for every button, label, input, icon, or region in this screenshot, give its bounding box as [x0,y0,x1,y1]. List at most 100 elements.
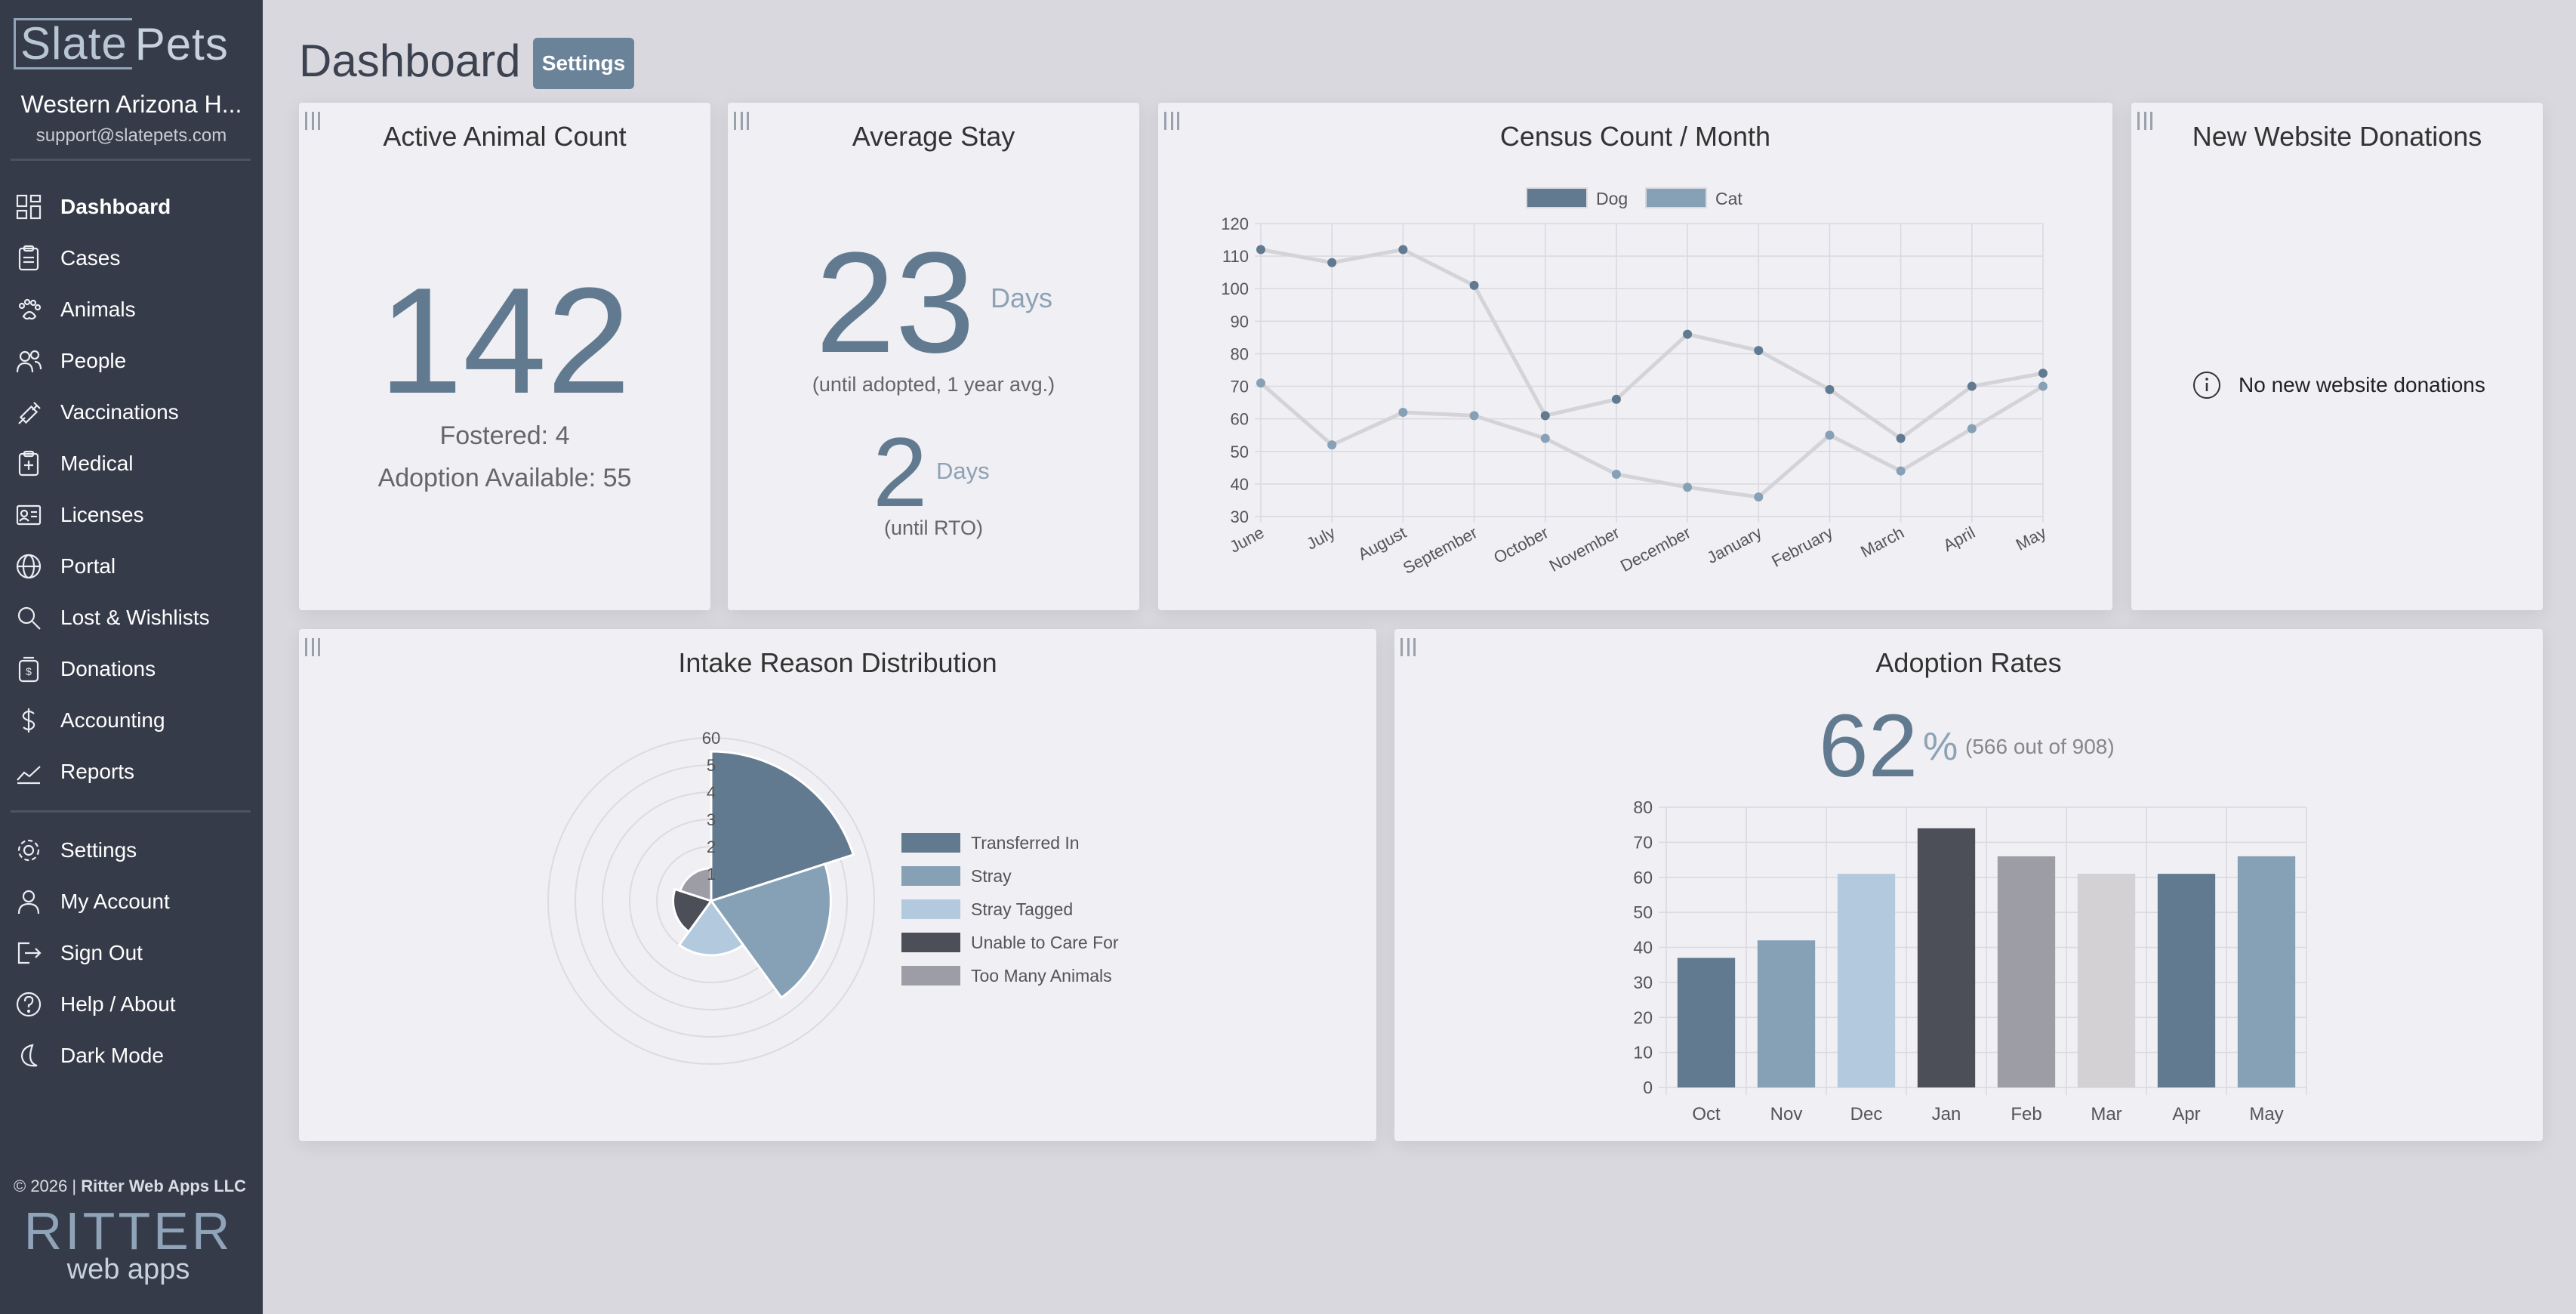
ritter-logo-subtitle: web apps [66,1254,190,1285]
card-title: Adoption Rates [1875,647,2062,678]
help-icon [14,989,44,1019]
license-icon [14,500,44,530]
secondary-nav: Settings My Account Sign Out Help / About Da… [0,825,263,1081]
intake-polar-chart[interactable]: 1 2 3 4 5 60 Transferred In Stray Stray Tagged Un… [299,629,1376,1141]
series-line-cat [1259,381,2044,499]
sidebar-item-animals[interactable]: Animals [0,284,263,335]
sidebar-item-vaccinations[interactable]: Vaccinations [0,387,263,438]
sidebar-divider [11,810,251,813]
sidebar-item-sign-out[interactable]: Sign Out [0,927,263,979]
website-donations-card: New Website Donations No new website don… [2131,103,2543,610]
user-icon [14,887,44,917]
legend-label: Transferred In [971,833,1080,853]
drag-handle-icon[interactable] [734,112,749,130]
y-tick-label: 50 [1633,902,1653,922]
y-tick-label: 80 [1231,344,1249,363]
sidebar-item-portal[interactable]: Portal [0,541,263,592]
data-point-dog [1754,346,1764,356]
y-tick-label: 30 [1633,973,1653,992]
card-title: Average Stay [852,121,1015,152]
data-point-dog [1540,411,1550,421]
legend-swatch-cat [1645,187,1707,208]
data-point-dog [1611,394,1621,404]
adoption-bar-chart[interactable]: 0 10 20 30 40 50 60 70 80 Oct Nov Dec Jan Feb Mar Apr Ma… [1394,629,2543,1141]
bar-may [2237,856,2296,1087]
data-point-cat [1469,411,1479,421]
x-tick-label: Oct [1692,1104,1721,1124]
census-line-chart[interactable]: 30 40 50 60 70 80 90 100 110 120 June July AugustSep… [1158,103,2112,610]
x-tick-label: October [1490,523,1551,567]
data-point-dog [2038,369,2048,378]
sidebar-item-label: Portal [60,554,116,578]
sidebar-item-my-account[interactable]: My Account [0,876,263,927]
sidebar-item-cases[interactable]: Cases [0,233,263,284]
sidebar-item-help-about[interactable]: Help / About [0,979,263,1030]
x-tick-label: Dec [1850,1104,1883,1124]
drag-handle-icon[interactable] [305,112,320,130]
sidebar-item-dashboard[interactable]: Dashboard [0,181,263,233]
dashboard-settings-button[interactable]: Settings [533,38,634,89]
sidebar-item-dark-mode[interactable]: Dark Mode [0,1030,263,1081]
organization-email: support@slatepets.com [35,125,227,146]
info-icon [2192,370,2222,400]
radial-tick-label: 4 [707,783,716,802]
adopted-note: (until adopted, 1 year avg.) [812,373,1055,396]
polar-segment-stray [709,862,832,1000]
sidebar-item-donations[interactable]: $ Donations [0,643,263,695]
x-tick-label: November [1546,523,1622,575]
bar-apr [2157,874,2216,1087]
sidebar-item-reports[interactable]: Reports [0,746,263,797]
average-stay-rto-days: 2 [873,417,928,527]
x-tick-label: April [1940,523,1979,555]
organization-name[interactable]: Western Arizona H... [20,91,242,118]
rto-days-unit: Days [936,458,990,484]
y-tick-label: 120 [1221,214,1249,233]
x-tick-label: August [1354,523,1409,563]
syringe-icon [14,397,44,427]
y-tick-label: 0 [1643,1078,1653,1097]
sidebar-item-label: Settings [60,838,137,862]
census-count-card: Census Count / Month 30 40 50 60 70 80 90 100 11… [1158,103,2112,610]
sidebar-item-label: Donations [60,657,156,680]
y-tick-label: 40 [1231,475,1249,494]
bar-dec [1837,874,1896,1087]
sidebar-item-people[interactable]: People [0,335,263,387]
bar-mar [2077,874,2136,1087]
card-title: New Website Donations [2192,121,2482,152]
data-point-dog [1896,433,1906,443]
data-point-dog [1683,329,1693,339]
search-icon [14,603,44,633]
data-point-cat [1327,440,1337,450]
adoption-available-count: Adoption Available: 55 [377,464,632,492]
y-tick-label: 60 [1231,410,1249,429]
page-title: Dashboard [299,35,521,86]
sidebar-item-licenses[interactable]: Licenses [0,489,263,541]
active-animal-count-card: Active Animal Count 142 Fostered: 4 Adop… [299,103,710,610]
bar-nov [1757,940,1816,1087]
x-tick-label: Nov [1770,1104,1803,1124]
radial-tick-label: 3 [707,810,716,829]
x-tick-label: May [2249,1104,2283,1124]
drag-handle-icon[interactable] [305,638,320,656]
sidebar-item-lost-wishlists[interactable]: Lost & Wishlists [0,592,263,643]
drag-handle-icon[interactable] [1164,112,1179,130]
legend-swatch [901,933,960,952]
ritter-logo: RITTER [23,1201,233,1260]
sidebar-item-settings[interactable]: Settings [0,825,263,876]
legend-swatch [901,966,960,985]
radial-tick-label: 2 [707,837,716,856]
drag-handle-icon[interactable] [1400,638,1416,656]
polar-segment-unable-to-care-for [672,887,713,933]
y-tick-label: 50 [1231,443,1249,461]
sidebar-item-accounting[interactable]: Accounting [0,695,263,746]
x-tick-label: June [1226,523,1267,556]
sidebar-item-label: Lost & Wishlists [60,606,210,629]
fostered-count: Fostered: 4 [439,421,570,450]
card-title: Active Animal Count [383,121,627,152]
app-logo[interactable]: Slate Pets [14,17,229,71]
y-tick-label: 60 [1633,868,1653,887]
sidebar-item-label: Vaccinations [60,400,179,424]
adoption-rates-card: Adoption Rates 62 % (566 out of 908) 0 10… [1394,629,2543,1141]
sidebar-item-medical[interactable]: Medical [0,438,263,489]
drag-handle-icon[interactable] [2137,112,2152,130]
